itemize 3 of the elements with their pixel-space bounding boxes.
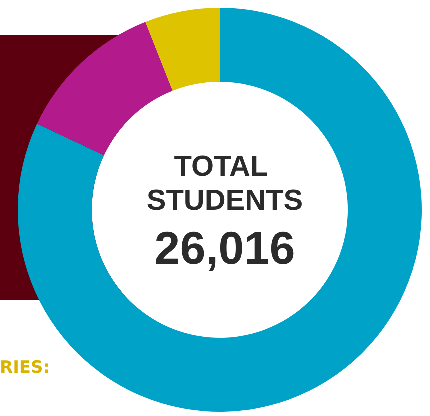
text: 26,016 <box>154 222 296 274</box>
text: TOTAL STUDENTS <box>146 151 304 217</box>
text: RIES: <box>0 358 50 378</box>
